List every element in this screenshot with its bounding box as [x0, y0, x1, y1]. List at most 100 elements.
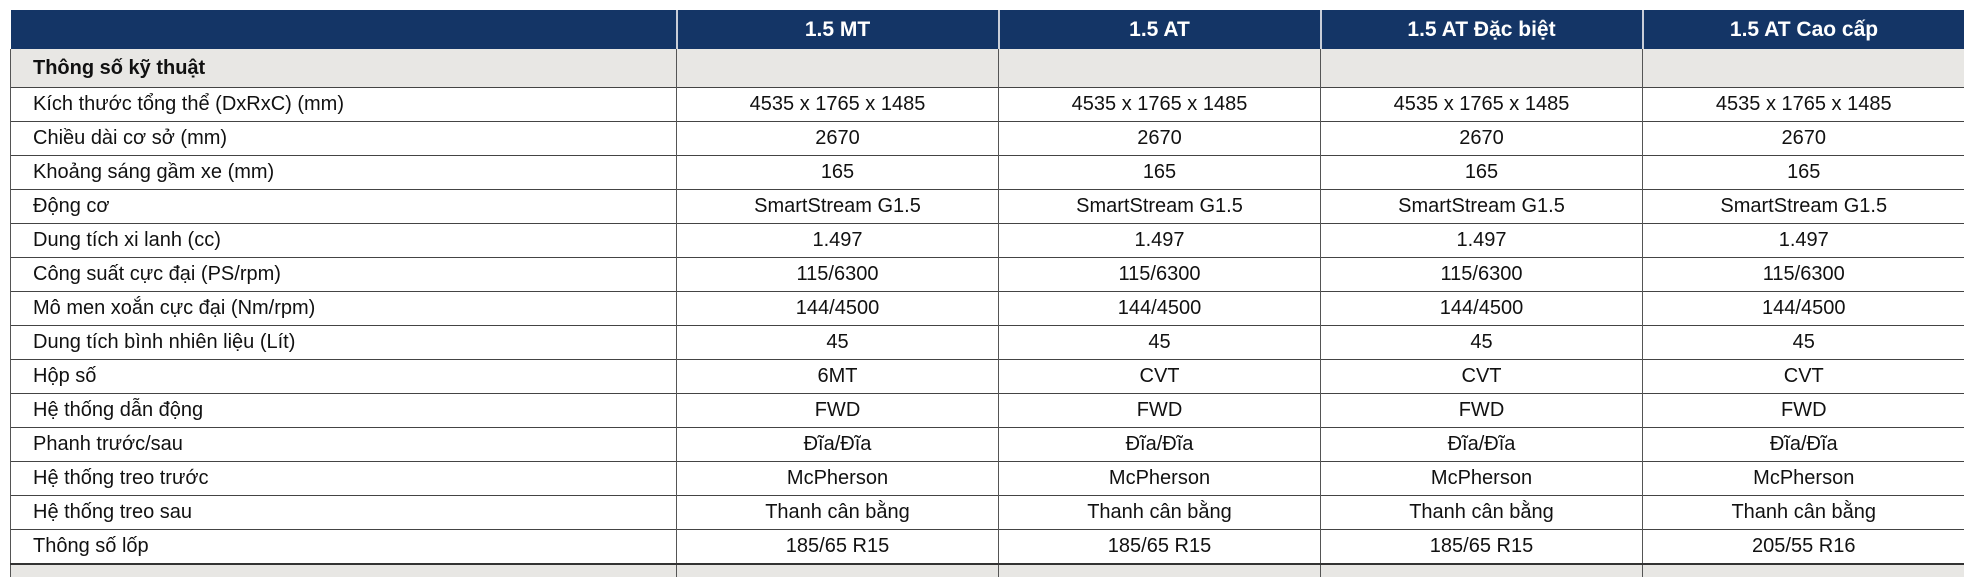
row-value: CVT [1643, 360, 1964, 394]
row-value: Thanh cân bằng [1321, 496, 1643, 530]
row-label: Thông số lốp [11, 530, 677, 565]
row-value: Đĩa/Đĩa [677, 428, 999, 462]
row-value: 115/6300 [1643, 258, 1964, 292]
row-value: Đĩa/Đĩa [1643, 428, 1964, 462]
row-value: 185/65 R15 [999, 530, 1321, 565]
row-label: Kích thước tổng thể (DxRxC) (mm) [11, 88, 677, 122]
row-label: Chiều dài cơ sở (mm) [11, 122, 677, 156]
row-value: Đĩa/Đĩa [1321, 428, 1643, 462]
row-value: 165 [999, 156, 1321, 190]
row-value: 1.497 [1643, 224, 1964, 258]
row-value: SmartStream G1.5 [1643, 190, 1964, 224]
section-cell [11, 564, 677, 577]
row-value: McPherson [1321, 462, 1643, 496]
row-value: 115/6300 [999, 258, 1321, 292]
row-value: Thanh cân bằng [1643, 496, 1964, 530]
header-row: 1.5 MT 1.5 AT 1.5 AT Đặc biệt 1.5 AT Cao… [11, 10, 1964, 49]
row-value: McPherson [677, 462, 999, 496]
header-cell-variant: 1.5 MT [677, 10, 999, 49]
row-value: 45 [999, 326, 1321, 360]
row-label: Hệ thống treo trước [11, 462, 677, 496]
row-label: Hệ thống dẫn động [11, 394, 677, 428]
row-label: Dung tích xi lanh (cc) [11, 224, 677, 258]
row-value: FWD [1321, 394, 1643, 428]
row-value: 6MT [677, 360, 999, 394]
row-value: Thanh cân bằng [677, 496, 999, 530]
row-value: Đĩa/Đĩa [999, 428, 1321, 462]
section-cell [999, 49, 1321, 88]
row-value: 144/4500 [1321, 292, 1643, 326]
row-label: Phanh trước/sau [11, 428, 677, 462]
section-cell [1321, 564, 1643, 577]
row-value: 205/55 R16 [1643, 530, 1964, 565]
row-value: 2670 [1643, 122, 1964, 156]
row-value: 4535 x 1765 x 1485 [1321, 88, 1643, 122]
row-value: 165 [677, 156, 999, 190]
row-value: 2670 [999, 122, 1321, 156]
row-label: Khoảng sáng gầm xe (mm) [11, 156, 677, 190]
section-cell [677, 49, 999, 88]
row-label: Công suất cực đại (PS/rpm) [11, 258, 677, 292]
spec-table: 1.5 MT 1.5 AT 1.5 AT Đặc biệt 1.5 AT Cao… [10, 10, 1964, 577]
row-value: 144/4500 [677, 292, 999, 326]
row-value: 1.497 [999, 224, 1321, 258]
row-value: 1.497 [677, 224, 999, 258]
row-value: 4535 x 1765 x 1485 [677, 88, 999, 122]
row-value: SmartStream G1.5 [1321, 190, 1643, 224]
row-value: 185/65 R15 [677, 530, 999, 565]
row-value: 45 [1321, 326, 1643, 360]
row-label: Động cơ [11, 190, 677, 224]
header-cell-variant: 1.5 AT [999, 10, 1321, 49]
row-value: SmartStream G1.5 [999, 190, 1321, 224]
row-value: 115/6300 [1321, 258, 1643, 292]
section-title: Thông số kỹ thuật [11, 49, 677, 88]
row-value: 45 [677, 326, 999, 360]
row-value: 165 [1643, 156, 1964, 190]
row-value: FWD [677, 394, 999, 428]
row-label: Hệ thống treo sau [11, 496, 677, 530]
row-value: 1.497 [1321, 224, 1643, 258]
row-value: Thanh cân bằng [999, 496, 1321, 530]
row-value: McPherson [999, 462, 1321, 496]
row-value: 2670 [1321, 122, 1643, 156]
row-value: 4535 x 1765 x 1485 [999, 88, 1321, 122]
row-value: FWD [1643, 394, 1964, 428]
table-row: Kích thước tổng thể (DxRxC) (mm)4535 x 1… [11, 88, 1964, 122]
header-cell-variant: 1.5 AT Cao cấp [1643, 10, 1964, 49]
row-value: 144/4500 [1643, 292, 1964, 326]
row-value: SmartStream G1.5 [677, 190, 999, 224]
row-value: McPherson [1643, 462, 1964, 496]
section-cell [677, 564, 999, 577]
row-value: 4535 x 1765 x 1485 [1643, 88, 1964, 122]
next-section-row [11, 564, 1964, 577]
section-cell [1321, 49, 1643, 88]
row-value: 185/65 R15 [1321, 530, 1643, 565]
row-value: 2670 [677, 122, 999, 156]
section-row: Thông số kỹ thuật [11, 49, 1964, 88]
row-value: 165 [1321, 156, 1643, 190]
row-label: Dung tích bình nhiên liệu (Lít) [11, 326, 677, 360]
section-cell [999, 564, 1321, 577]
row-value: 144/4500 [999, 292, 1321, 326]
row-label: Mô men xoắn cực đại (Nm/rpm) [11, 292, 677, 326]
row-label: Hộp số [11, 360, 677, 394]
row-value: 115/6300 [677, 258, 999, 292]
row-value: CVT [1321, 360, 1643, 394]
row-value: 45 [1643, 326, 1964, 360]
header-cell-empty [11, 10, 677, 49]
section-cell [1643, 49, 1964, 88]
row-value: CVT [999, 360, 1321, 394]
header-cell-variant: 1.5 AT Đặc biệt [1321, 10, 1643, 49]
